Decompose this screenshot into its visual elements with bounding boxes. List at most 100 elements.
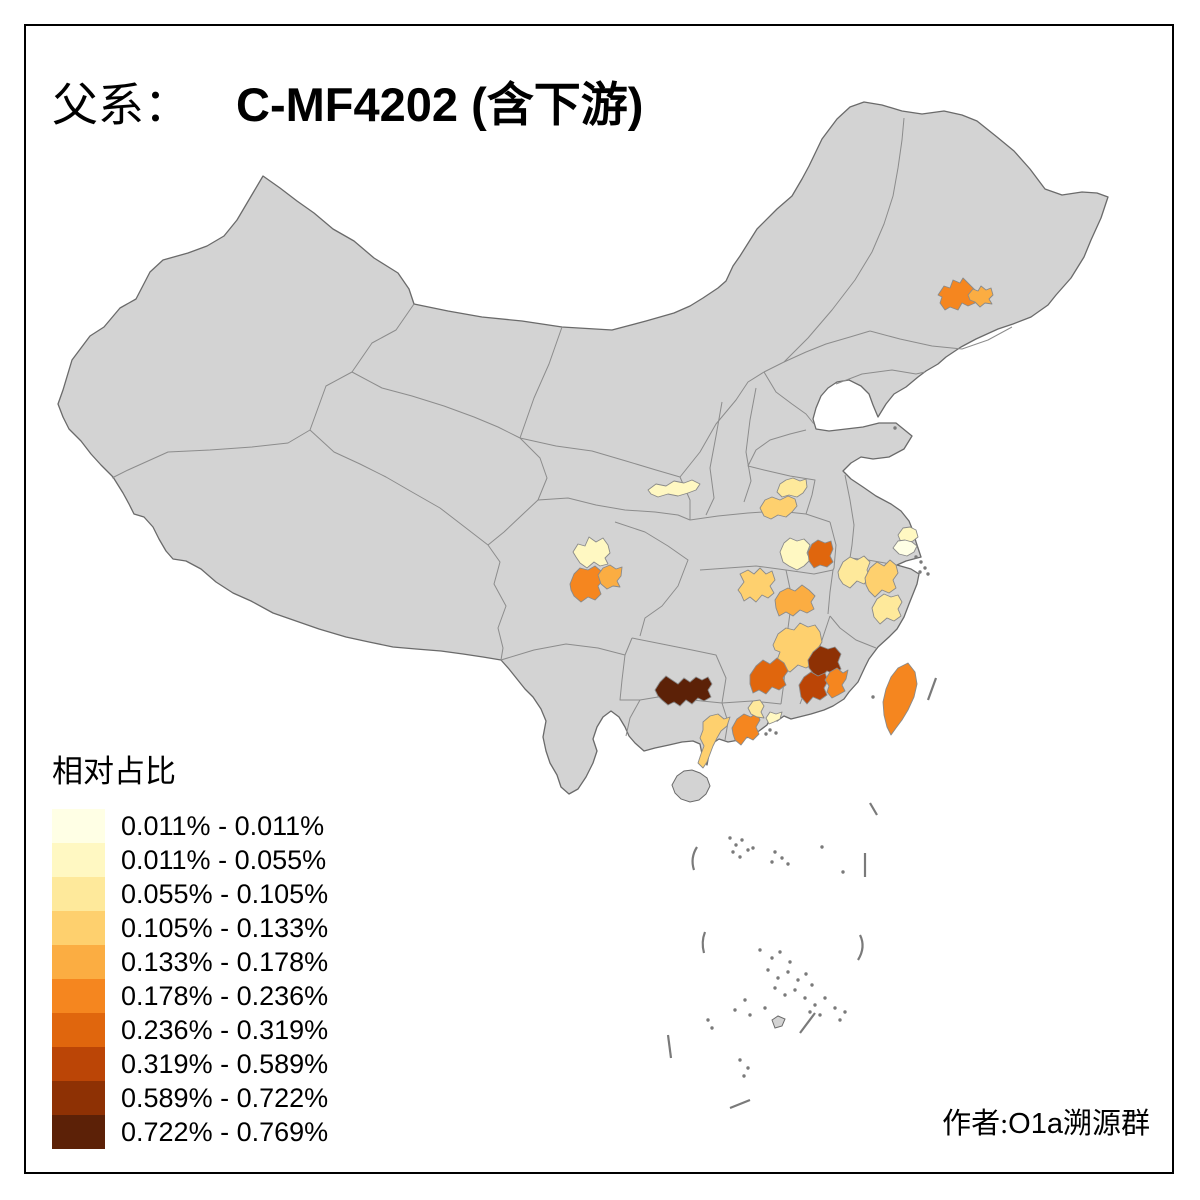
china-outline [57,101,1109,795]
map-region-south-hunan [749,657,789,695]
island-speck [788,960,792,964]
legend-swatch [52,1013,105,1047]
map-region-shanghai-area [892,539,918,557]
sea-boundary-dash [926,677,938,701]
legend-label: 0.011% - 0.011% [121,811,325,841]
province-border [519,437,681,478]
sea-boundary-dash [869,802,878,816]
legend-swatch [52,1115,105,1149]
legend-label: 0.178% - 0.236% [121,981,329,1011]
legend-label: 0.589% - 0.722% [121,1083,329,1113]
map-region-central-zhejiang [864,559,899,598]
attribution: 作者:O1a溯源群 [942,1100,1150,1142]
province-border [829,615,877,649]
attribution-suffix: 溯源群 [1062,1108,1150,1140]
island-speck [751,846,755,850]
map-region-northeast-harbin-east [967,285,994,308]
island-speck [808,1010,812,1014]
island-speck [768,728,772,732]
legend-item-7: 0.236% - 0.319% [52,1013,328,1047]
legend-label: 0.055% - 0.105% [121,879,329,909]
legend: 相对占比 0.011% - 0.011% 0.011% - 0.055% 0.055… [52,746,328,1149]
province-border [309,429,507,661]
map-region-pearl-delta-bits [765,711,783,725]
province-border [869,326,1013,350]
island-speck [923,566,927,570]
province-border [763,371,815,425]
island-speck [710,1026,714,1030]
island-speck [820,845,824,849]
island-speck [758,948,762,952]
province-border [519,326,563,439]
legend-swatch [52,843,105,877]
island-speck [738,855,742,859]
island [671,769,711,803]
map-region-sichuan-chengdu [572,536,611,569]
island-speck [746,848,750,852]
sea-boundary-dash [701,931,707,954]
island-speck [728,836,732,840]
province-border [844,474,855,559]
province-border [614,521,689,637]
map-region-west-guangdong-coast [697,713,731,769]
legend-swatch [52,809,105,843]
island-speck [926,572,930,576]
legend-label: 0.133% - 0.178% [121,947,329,977]
legend-label: 0.011% - 0.055% [121,845,327,875]
island-speck [833,1006,837,1010]
island-speck [743,998,747,1002]
island-speck [823,996,827,1000]
island-speck [786,862,790,866]
island-speck [914,555,918,559]
sea-boundary-dash [729,1098,751,1110]
island-speck [742,1074,746,1078]
map-region-south-shaanxi [647,479,701,498]
island-speck [838,1018,842,1022]
island-speck [734,843,738,847]
island-speck [776,976,780,980]
province-border [500,643,626,661]
legend-item-9: 0.589% - 0.722% [52,1081,328,1115]
attribution-prefix: 作者: [942,1108,1009,1140]
title-prefix: 父系： [52,80,190,131]
title-haplogroup: C-MF4202 (含下游) [236,78,644,131]
island-speck [706,1018,710,1022]
legend-item-8: 0.319% - 0.589% [52,1047,328,1081]
province-border [625,699,641,737]
island-speck [843,1010,847,1014]
province-border [747,429,816,515]
island-speck [748,1013,752,1017]
province-border [699,565,834,575]
island-speck [893,426,897,430]
sea-boundary-dash [857,934,864,961]
legend-swatch [52,911,105,945]
legend-item-4: 0.105% - 0.133% [52,911,328,945]
province-border [111,303,415,479]
map-region-southwest-fujian [798,671,829,705]
sea-boundary-dash [691,846,698,871]
island-speck [733,1008,737,1012]
island-speck [918,570,922,574]
map-region-hunan-north [737,567,776,603]
island-speck [783,993,787,997]
island-speck [810,983,814,987]
legend-item-5: 0.133% - 0.178% [52,945,328,979]
island-speck [818,1013,822,1017]
province-border [631,637,727,704]
island-speck [778,950,782,954]
sea-boundary-dash [799,1012,816,1034]
island-speck [763,1006,767,1010]
province-border [783,117,905,363]
province-border [743,387,757,503]
island-speck [774,731,778,735]
island-speck [871,695,875,699]
province-border [619,637,640,701]
map-region-sichuan-south-small [597,564,623,590]
map-region-southeast-guizhou [654,675,713,707]
island-speck [841,870,845,874]
sea-boundary-dash [666,1034,673,1059]
map-region-north-guangdong-small [747,699,765,719]
legend-item-6: 0.178% - 0.236% [52,979,328,1013]
